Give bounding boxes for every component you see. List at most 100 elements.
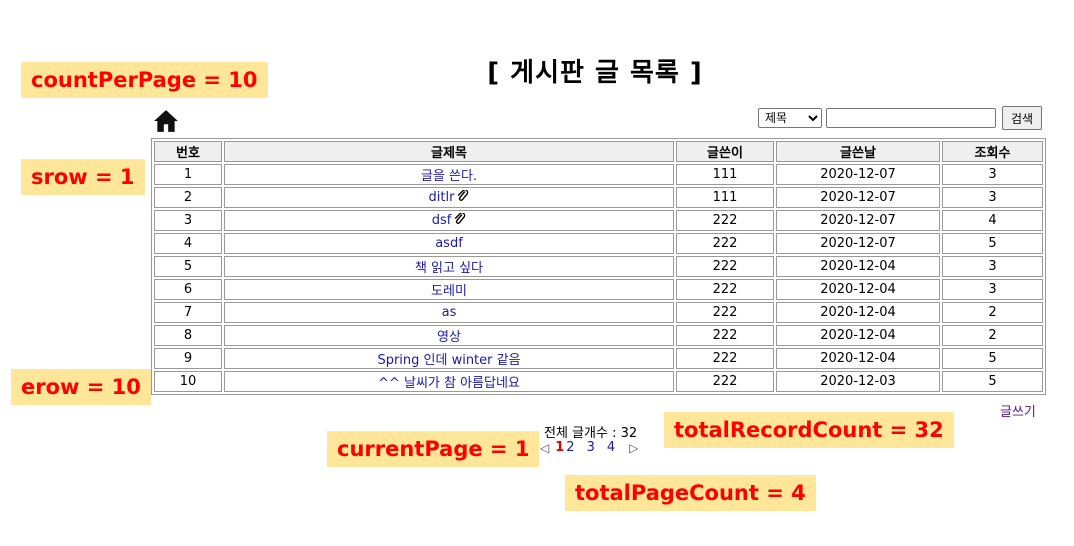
row-subject-link[interactable]: 책 읽고 싶다 — [224, 256, 674, 277]
row-writer: 222 — [676, 279, 774, 300]
row-subject-link[interactable]: Spring 인데 winter 같음 — [224, 348, 674, 369]
page-current: 1 — [555, 440, 565, 455]
search-button[interactable]: 검색 — [1002, 106, 1043, 130]
row-subject-text: 책 읽고 싶다 — [414, 261, 484, 276]
row-hits: 5 — [942, 233, 1043, 254]
row-date: 2020-12-07 — [776, 187, 940, 208]
table-row: 3 dsf 222 2020-12-07 4 — [154, 210, 1043, 231]
row-no: 2 — [154, 187, 222, 208]
row-subject-link[interactable]: 영상 — [224, 325, 674, 346]
row-no: 5 — [154, 256, 222, 277]
row-subject-link[interactable]: ^^ 날씨가 참 아름답네요 — [224, 371, 674, 392]
table-row: 6 도레미 222 2020-12-04 3 — [154, 279, 1043, 300]
row-subject-link[interactable]: dsf — [224, 210, 674, 231]
row-date: 2020-12-07 — [776, 164, 940, 185]
next-page-icon[interactable]: ▷ — [629, 440, 639, 455]
row-hits: 3 — [942, 164, 1043, 185]
row-subject-text: asdf — [435, 236, 463, 251]
row-subject-text: Spring 인데 winter 같음 — [377, 353, 521, 368]
row-subject-link[interactable]: 도레미 — [224, 279, 674, 300]
row-writer: 222 — [676, 233, 774, 254]
row-no: 6 — [154, 279, 222, 300]
row-no: 10 — [154, 371, 222, 392]
row-no: 7 — [154, 302, 222, 323]
annotation-erow: erow = 10 — [11, 369, 151, 405]
row-date: 2020-12-07 — [776, 233, 940, 254]
row-hits: 3 — [942, 256, 1043, 277]
table-row: 4 asdf 222 2020-12-07 5 — [154, 233, 1043, 254]
row-hits: 3 — [942, 279, 1043, 300]
table-row: 1 글을 쓴다. 111 2020-12-07 3 — [154, 164, 1043, 185]
row-date: 2020-12-07 — [776, 210, 940, 231]
row-hits: 5 — [942, 371, 1043, 392]
row-writer: 111 — [676, 164, 774, 185]
table-header-row: 번호 글제목 글쓴이 글쓴날 조회수 — [154, 141, 1043, 162]
table-row: 7 as 222 2020-12-04 2 — [154, 302, 1043, 323]
header-hits: 조회수 — [942, 141, 1043, 162]
row-writer: 222 — [676, 210, 774, 231]
search-input[interactable] — [826, 108, 996, 128]
pagination: ◁ 1 2 3 4 ▷ — [540, 440, 644, 455]
row-writer: 222 — [676, 325, 774, 346]
annotation-current-page: currentPage = 1 — [327, 431, 540, 467]
annotation-srow: srow = 1 — [21, 159, 145, 195]
row-date: 2020-12-04 — [776, 256, 940, 277]
row-subject-link[interactable]: 글을 쓴다. — [224, 164, 674, 185]
row-subject-text: 도레미 — [431, 284, 467, 299]
row-subject-link[interactable]: ditlr — [224, 187, 674, 208]
row-date: 2020-12-04 — [776, 348, 940, 369]
page-link[interactable]: 4 — [606, 440, 616, 455]
row-no: 3 — [154, 210, 222, 231]
paperclip-icon — [458, 190, 469, 201]
annotation-total-record-count: totalRecordCount = 32 — [664, 412, 954, 448]
table-row: 8 영상 222 2020-12-04 2 — [154, 325, 1043, 346]
row-hits: 4 — [942, 210, 1043, 231]
row-no: 1 — [154, 164, 222, 185]
table-row: 5 책 읽고 싶다 222 2020-12-04 3 — [154, 256, 1043, 277]
board-table: 번호 글제목 글쓴이 글쓴날 조회수 1 글을 쓴다. 111 2020-12-07 3… — [151, 138, 1046, 395]
header-no: 번호 — [154, 141, 222, 162]
row-date: 2020-12-04 — [776, 302, 940, 323]
row-writer: 111 — [676, 187, 774, 208]
row-subject-link[interactable]: as — [224, 302, 674, 323]
row-hits: 2 — [942, 302, 1043, 323]
row-no: 8 — [154, 325, 222, 346]
row-no: 9 — [154, 348, 222, 369]
row-date: 2020-12-04 — [776, 279, 940, 300]
page-title: [ 게시판 글 목록 ] — [487, 58, 703, 88]
row-subject-text: ditlr — [428, 190, 455, 205]
row-subject-link[interactable]: asdf — [224, 233, 674, 254]
header-date: 글쓴날 — [776, 141, 940, 162]
header-subject: 글제목 — [224, 141, 674, 162]
search-field-select[interactable]: 제목 — [758, 108, 822, 128]
row-hits: 2 — [942, 325, 1043, 346]
row-subject-text: as — [441, 305, 457, 320]
row-writer: 222 — [676, 371, 774, 392]
annotation-count-per-page: countPerPage = 10 — [21, 62, 268, 98]
paperclip-icon — [455, 213, 466, 224]
row-hits: 5 — [942, 348, 1043, 369]
row-date: 2020-12-04 — [776, 325, 940, 346]
row-date: 2020-12-03 — [776, 371, 940, 392]
page-link[interactable]: 2 — [566, 440, 575, 455]
row-writer: 222 — [676, 256, 774, 277]
row-subject-text: 글을 쓴다. — [420, 169, 478, 184]
row-writer: 222 — [676, 348, 774, 369]
home-icon[interactable] — [153, 108, 179, 134]
write-post-link[interactable]: 글쓰기 — [1000, 405, 1036, 420]
row-subject-text: dsf — [431, 213, 452, 228]
table-row: 9 Spring 인데 winter 같음 222 2020-12-04 5 — [154, 348, 1043, 369]
page-link[interactable]: 3 — [586, 440, 595, 455]
row-subject-text: ^^ 날씨가 참 아름답네요 — [378, 376, 520, 391]
row-subject-text: 영상 — [437, 330, 461, 345]
table-row: 2 ditlr 111 2020-12-07 3 — [154, 187, 1043, 208]
table-row: 10 ^^ 날씨가 참 아름답네요 222 2020-12-03 5 — [154, 371, 1043, 392]
header-writer: 글쓴이 — [676, 141, 774, 162]
row-no: 4 — [154, 233, 222, 254]
search-bar: 제목 검색 — [758, 106, 1043, 130]
row-hits: 3 — [942, 187, 1043, 208]
prev-page-icon[interactable]: ◁ — [540, 440, 550, 455]
total-count: 전체 글개수 : 32 — [544, 426, 638, 441]
row-writer: 222 — [676, 302, 774, 323]
annotation-total-page-count: totalPageCount = 4 — [565, 475, 816, 511]
